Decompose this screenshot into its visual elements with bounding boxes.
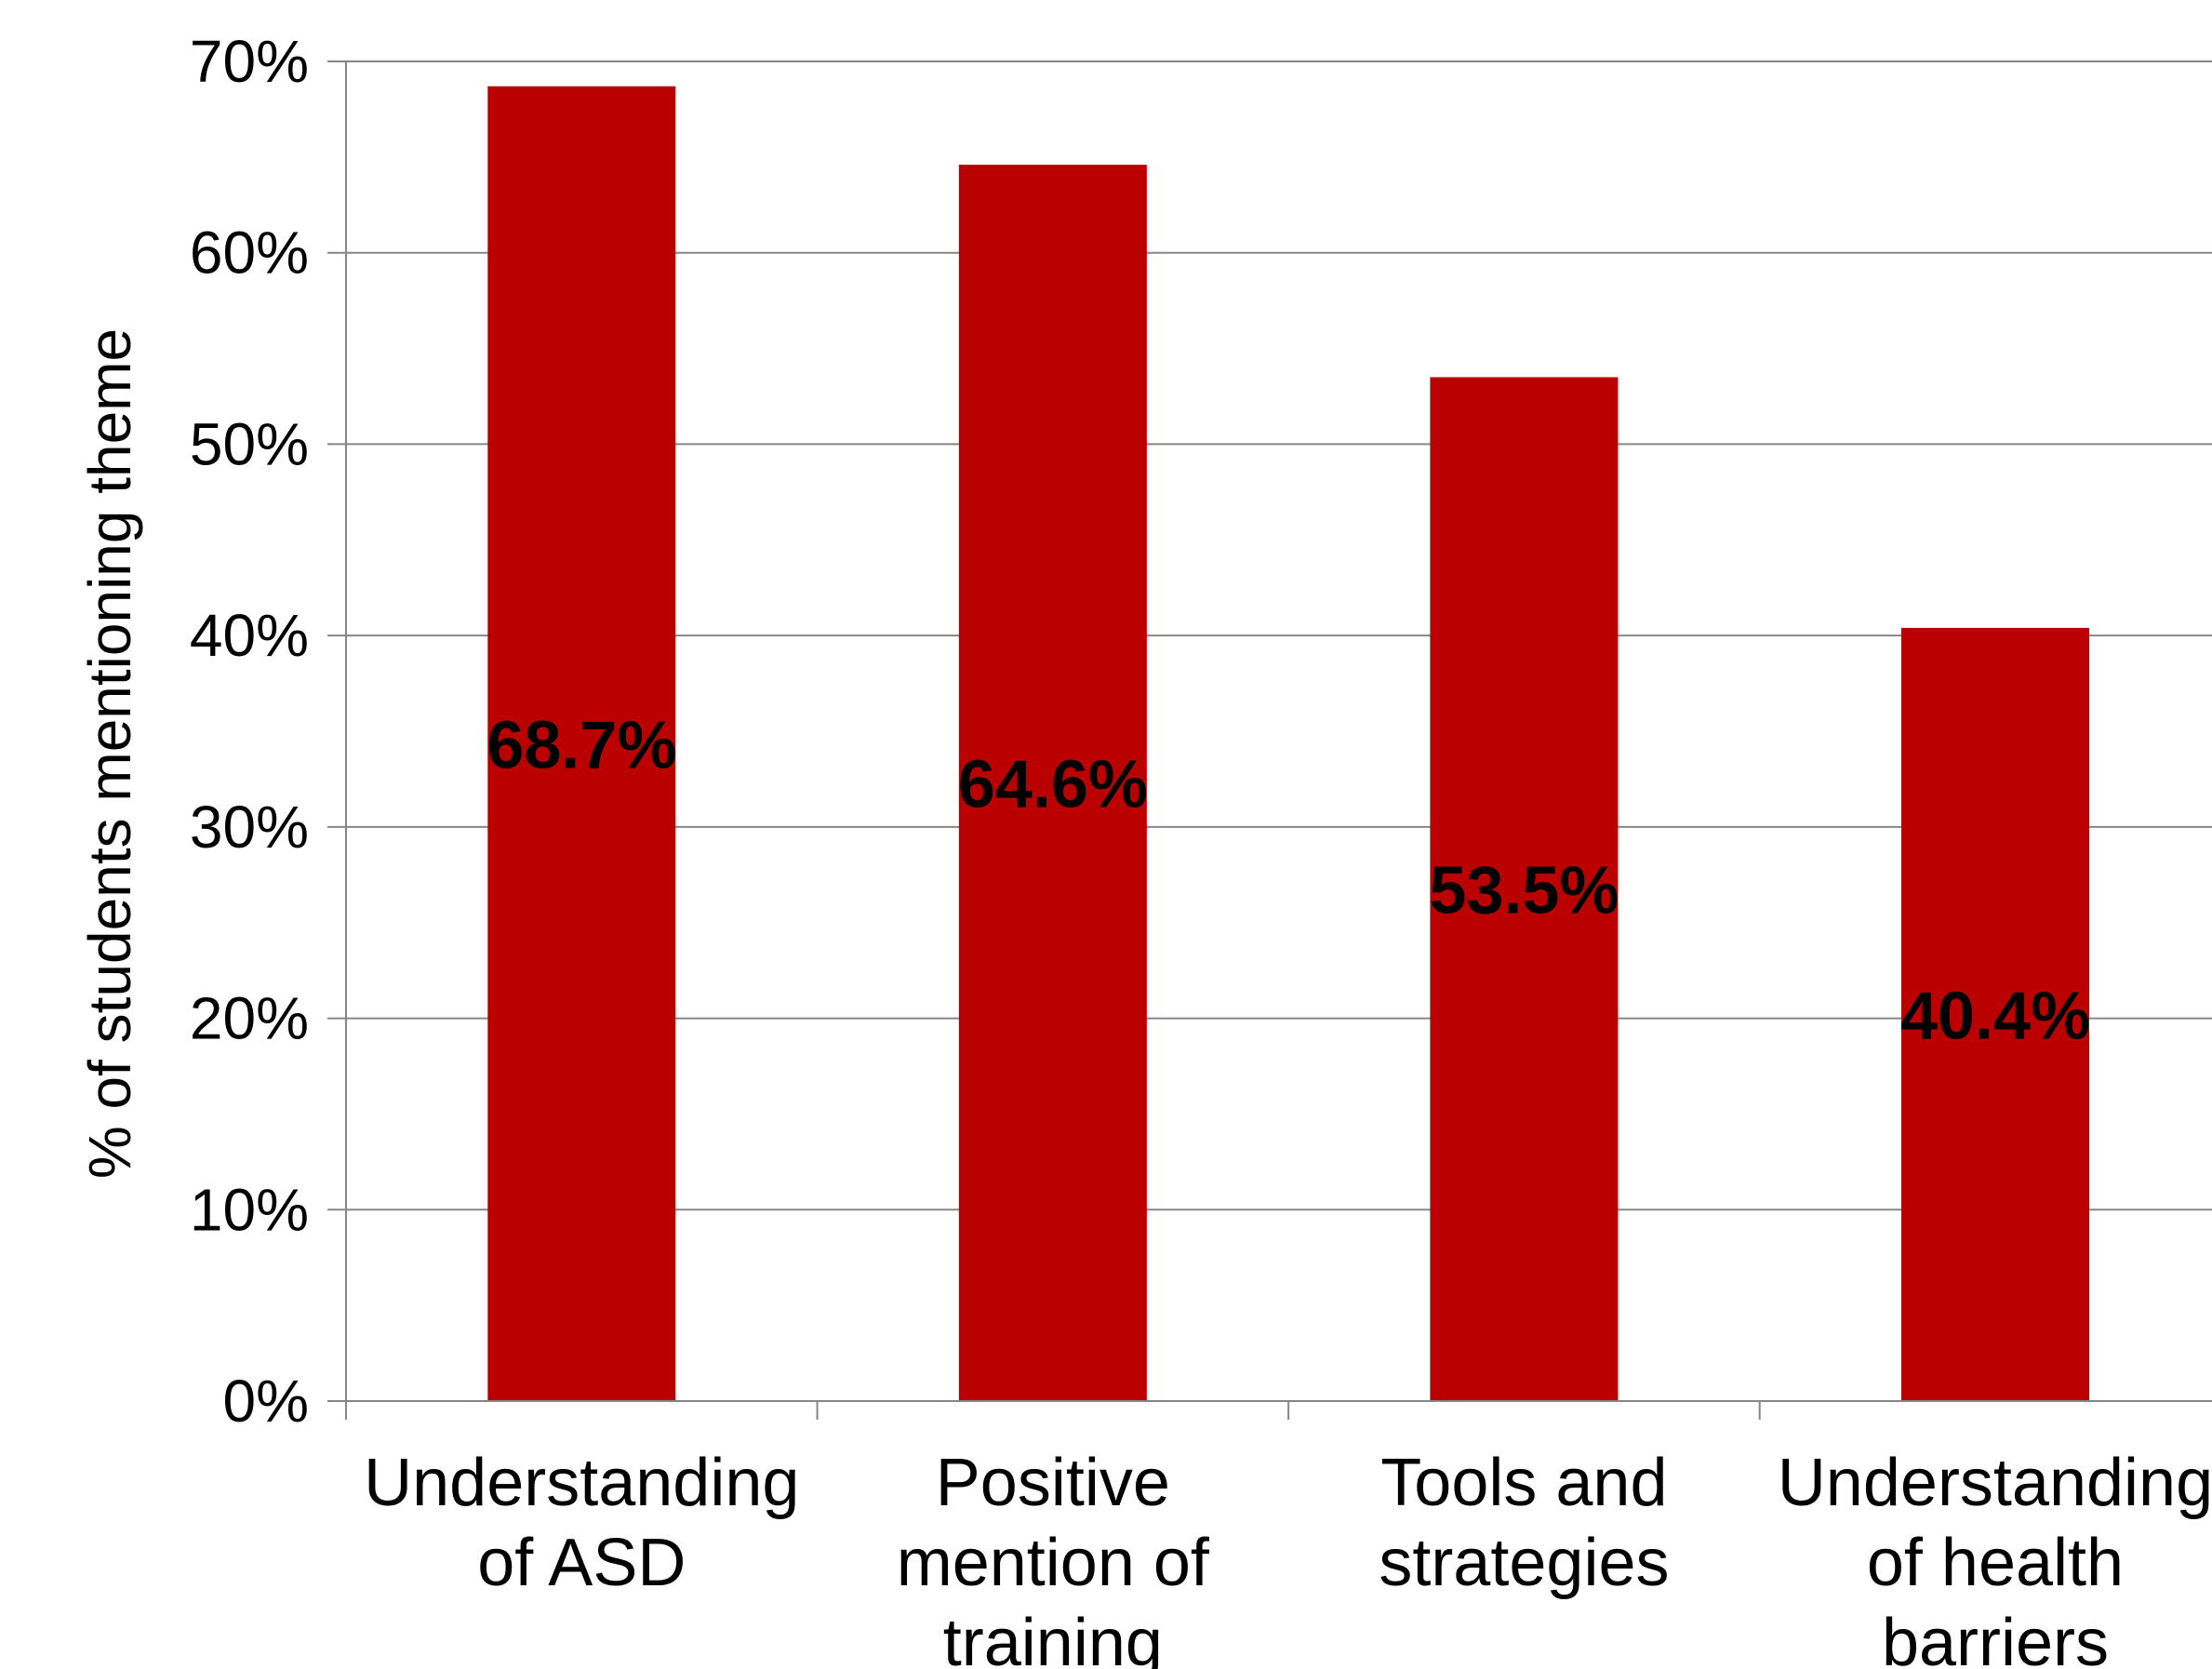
data-label: 53.5% [1429,854,1619,928]
x-category-label-line: mention of [897,1526,1210,1600]
x-category-label: Understanding of ASD [364,1446,799,1600]
y-tick-label: 50% [190,410,309,477]
bar [487,86,676,1401]
y-tick-label: 40% [190,602,309,669]
x-category-label: Tools and strategies [1379,1446,1669,1600]
x-category-label-line: Understanding [1778,1446,2212,1520]
data-label: 68.7% [486,708,676,782]
x-category-label-line: Tools and [1380,1446,1667,1520]
y-tick-label: 60% [190,220,309,287]
data-labels: 68.7% 64.6% 53.5% 40.4% [486,708,2090,1053]
data-label: 64.6% [958,748,1148,822]
bar [1900,627,2089,1401]
x-category-label-line: Positive [936,1446,1170,1520]
y-tick-label: 30% [190,794,309,861]
x-category-label: Understanding of health barriers [1778,1446,2212,1669]
y-tick-label: 20% [190,985,309,1052]
x-category-label-line: of health [1867,1526,2124,1600]
y-tick-label: 10% [190,1176,309,1243]
x-category-label-line: training [943,1606,1163,1669]
y-tick-label: 0% [223,1368,310,1435]
x-category-label-line: strategies [1379,1526,1669,1600]
y-axis-title: % of students mentioning theme [76,328,143,1179]
x-category-label: Positive mention of training [897,1446,1210,1669]
y-tick-label: 70% [190,28,309,95]
y-tick-labels: 0% 10% 20% 30% 40% 50% 60% 70% [190,28,309,1435]
bar [1430,377,1619,1401]
x-category-label-line: barriers [1882,1606,2109,1669]
axes [327,60,2212,1420]
bars [487,86,2089,1402]
x-category-label-line: of ASD [477,1526,686,1600]
data-label: 40.4% [1900,979,2090,1053]
x-category-label-line: Understanding [364,1446,799,1520]
bar [958,165,1147,1402]
